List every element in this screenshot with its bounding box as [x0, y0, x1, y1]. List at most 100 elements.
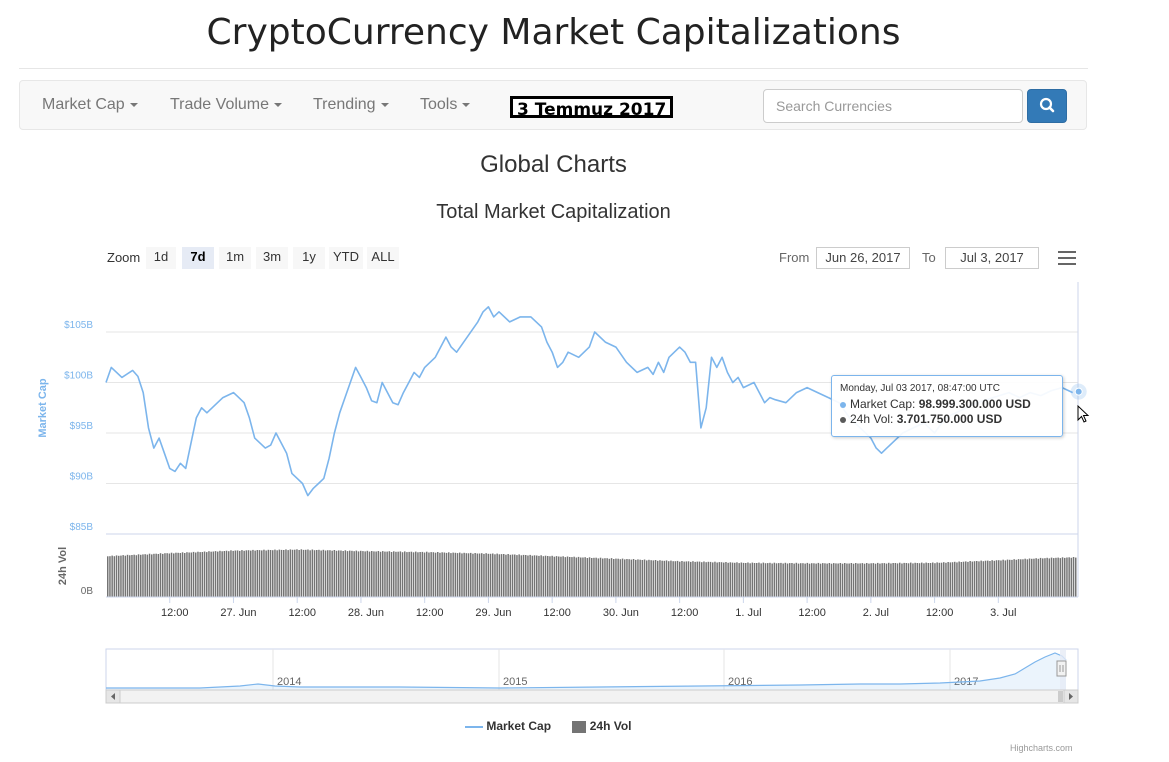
volume-bar: [978, 561, 980, 597]
volume-bar: [936, 562, 938, 597]
zoom-button-1d[interactable]: 1d: [146, 247, 176, 269]
volume-bar: [443, 552, 446, 597]
legend-item-market-cap[interactable]: Market Cap: [465, 719, 554, 733]
volume-bar: [267, 549, 270, 597]
volume-bar: [914, 562, 916, 597]
volume-bar: [652, 560, 655, 597]
volume-bar: [133, 554, 135, 597]
volume-bar: [298, 550, 300, 597]
zoom-button-1m[interactable]: 1m: [219, 247, 251, 269]
volume-bar: [228, 551, 230, 597]
nav-trade-volume[interactable]: Trade Volume: [170, 96, 283, 114]
zoom-label: Zoom: [107, 250, 141, 265]
highcharts-credit[interactable]: Highcharts.com: [1010, 743, 1073, 753]
search-input[interactable]: [763, 89, 1023, 123]
nav-trending[interactable]: Trending: [313, 96, 389, 114]
volume-bar: [386, 551, 388, 597]
volume-bar: [663, 560, 666, 597]
title-divider: [19, 68, 1088, 69]
volume-bar: [608, 558, 611, 597]
chart-menu-icon[interactable]: [1058, 251, 1076, 265]
volume-bar: [287, 550, 289, 597]
volume-bar: [417, 552, 419, 597]
volume-bar: [681, 561, 683, 597]
page-title: CryptoCurrency Market Capitalizations: [206, 12, 901, 53]
volume-bar: [665, 560, 668, 597]
volume-bar: [250, 550, 252, 597]
nav-tools[interactable]: Tools: [420, 96, 471, 114]
caret-down-icon: [129, 102, 138, 107]
zoom-button-1y[interactable]: 1y: [293, 247, 325, 269]
volume-bar: [474, 553, 476, 597]
volume-bar: [595, 557, 597, 597]
volume-bar: [789, 563, 791, 597]
zoom-button-3m[interactable]: 3m: [256, 247, 288, 269]
volume-bar: [353, 551, 355, 597]
volume-bar: [980, 560, 982, 597]
volume-bar: [540, 555, 542, 597]
volume-bar: [437, 552, 439, 597]
volume-bar: [806, 562, 809, 597]
x-tick-label: 12:00: [926, 607, 954, 619]
y-tick-label: $95B: [70, 421, 94, 432]
volume-bar: [1020, 559, 1022, 597]
volume-bar: [742, 562, 745, 597]
volume-bar: [129, 555, 131, 597]
volume-bar: [118, 555, 120, 597]
zoom-button-all[interactable]: ALL: [367, 247, 399, 269]
mcap-dot-icon: [840, 401, 846, 408]
volume-bar: [967, 561, 969, 597]
volume-bar: [784, 562, 787, 597]
volume-bar: [797, 563, 800, 597]
arrow-left-icon: [111, 693, 115, 700]
volume-bar: [162, 553, 164, 597]
search-button[interactable]: [1027, 89, 1067, 123]
volume-bar: [511, 554, 514, 597]
volume-bar: [307, 549, 309, 597]
volume-bar: [527, 555, 529, 597]
volume-bar: [467, 553, 470, 597]
volume-bar: [850, 563, 853, 597]
volume-bar: [206, 552, 208, 597]
volume-bar: [995, 560, 998, 597]
volume-bar: [452, 552, 454, 597]
volume-bar: [450, 553, 452, 597]
nav-market-cap[interactable]: Market Cap: [42, 96, 138, 114]
volume-bar: [195, 552, 197, 597]
volume-bar: [379, 551, 382, 597]
volume-bar: [489, 553, 492, 597]
chart-title: Total Market Capitalization: [436, 201, 671, 223]
volume-bar: [311, 549, 314, 597]
volume-bar: [459, 552, 461, 597]
search-icon: [1039, 97, 1055, 113]
volume-bar: [109, 556, 111, 597]
nav-trade-volume-label: Trade Volume: [170, 96, 270, 113]
volume-bar: [463, 552, 465, 597]
volume-bar: [309, 550, 311, 597]
volume-bar: [498, 554, 501, 597]
volume-bar: [630, 559, 633, 597]
volume-bar: [987, 560, 989, 597]
volume-bar: [230, 550, 232, 597]
zoom-button-7d[interactable]: 7d: [182, 247, 214, 269]
volume-bar: [749, 563, 751, 597]
volume-bar: [441, 552, 443, 597]
volume-bar: [657, 560, 659, 597]
zoom-button-ytd[interactable]: YTD: [329, 247, 363, 269]
volume-bar: [833, 563, 835, 597]
y-tick-label: $100B: [64, 371, 93, 382]
volume-bar: [778, 563, 780, 597]
to-date-input[interactable]: Jul 3, 2017: [945, 247, 1039, 269]
y-axis-title: Market Cap: [37, 378, 49, 438]
volume-bar: [522, 554, 525, 597]
volume-bar: [131, 555, 133, 597]
volume-bar: [461, 553, 463, 597]
volume-bar: [549, 556, 551, 597]
volume-bar: [817, 562, 820, 597]
volume-bar: [225, 550, 228, 597]
from-date-input[interactable]: Jun 26, 2017: [816, 247, 910, 269]
volume-bar: [115, 555, 118, 597]
scrollbar-thumb: [1058, 691, 1063, 702]
volume-bar: [124, 555, 127, 597]
legend-item-volume[interactable]: 24h Vol: [572, 719, 632, 733]
